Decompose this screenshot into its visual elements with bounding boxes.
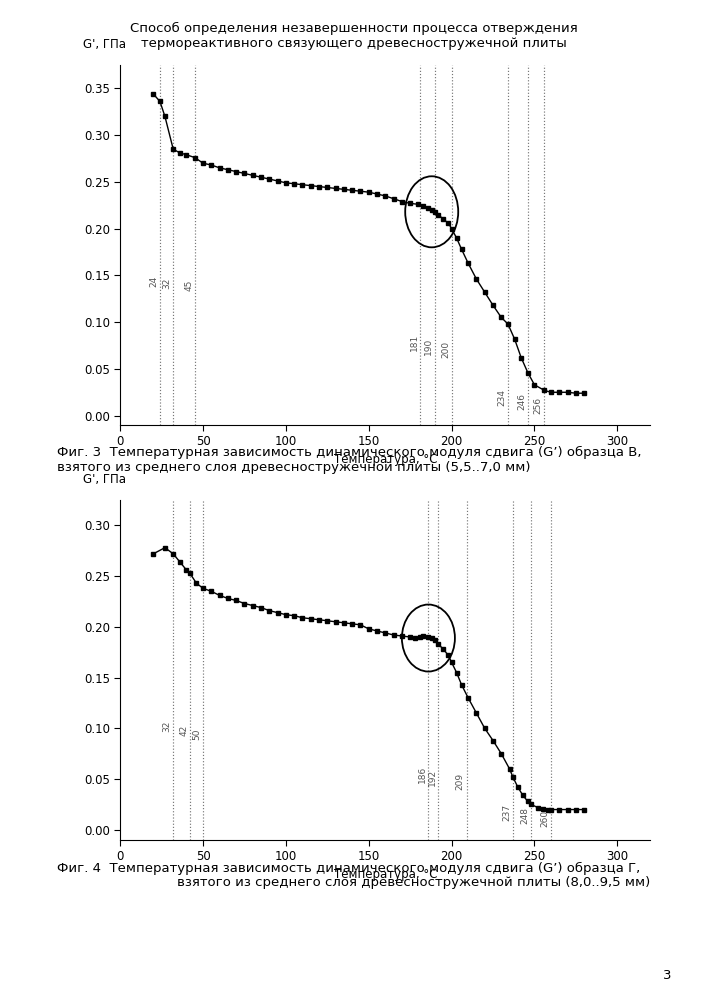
- Text: 32: 32: [163, 277, 172, 289]
- Text: термореактивного связующего древесностружечной плиты: термореактивного связующего древесностру…: [141, 37, 566, 50]
- Text: Фиг. 4  Температурная зависимость динамического модуля сдвига (G’) образца Г,: Фиг. 4 Температурная зависимость динамич…: [57, 862, 640, 875]
- Text: Фиг. 3  Температурная зависимость динамического модуля сдвига (G’) образца В,: Фиг. 3 Температурная зависимость динамич…: [57, 446, 641, 459]
- Text: 192: 192: [428, 769, 437, 786]
- Text: 190: 190: [424, 338, 433, 355]
- Text: 32: 32: [163, 720, 172, 732]
- Text: G', ГПа: G', ГПа: [83, 473, 126, 486]
- Text: 200: 200: [441, 341, 450, 358]
- Text: взятого из среднего слоя древесностружечной плиты (5,5..7,0 мм): взятого из среднего слоя древесностружеч…: [57, 461, 530, 474]
- Text: Способ определения незавершенности процесса отверждения: Способ определения незавершенности проце…: [129, 22, 578, 35]
- Text: 246: 246: [517, 393, 526, 410]
- X-axis label: Температура, °С: Температура, °С: [334, 868, 437, 881]
- Text: 234: 234: [497, 389, 506, 406]
- Text: 50: 50: [192, 728, 201, 740]
- Text: 256: 256: [534, 397, 543, 414]
- Text: 45: 45: [184, 280, 193, 291]
- Text: 181: 181: [409, 333, 419, 351]
- Text: 42: 42: [179, 724, 188, 736]
- Text: 260: 260: [540, 810, 549, 827]
- Text: 3: 3: [663, 969, 672, 982]
- Text: 248: 248: [520, 807, 530, 824]
- Text: взятого из среднего слоя древесностружечной плиты (8,0..9,5 мм): взятого из среднего слоя древесностружеч…: [177, 876, 650, 889]
- Text: G', ГПа: G', ГПа: [83, 38, 126, 51]
- Text: 237: 237: [502, 803, 511, 821]
- Text: 209: 209: [456, 773, 465, 790]
- Text: 186: 186: [418, 766, 427, 783]
- Text: 24: 24: [149, 275, 158, 287]
- X-axis label: Температура, °С: Температура, °С: [334, 453, 437, 466]
